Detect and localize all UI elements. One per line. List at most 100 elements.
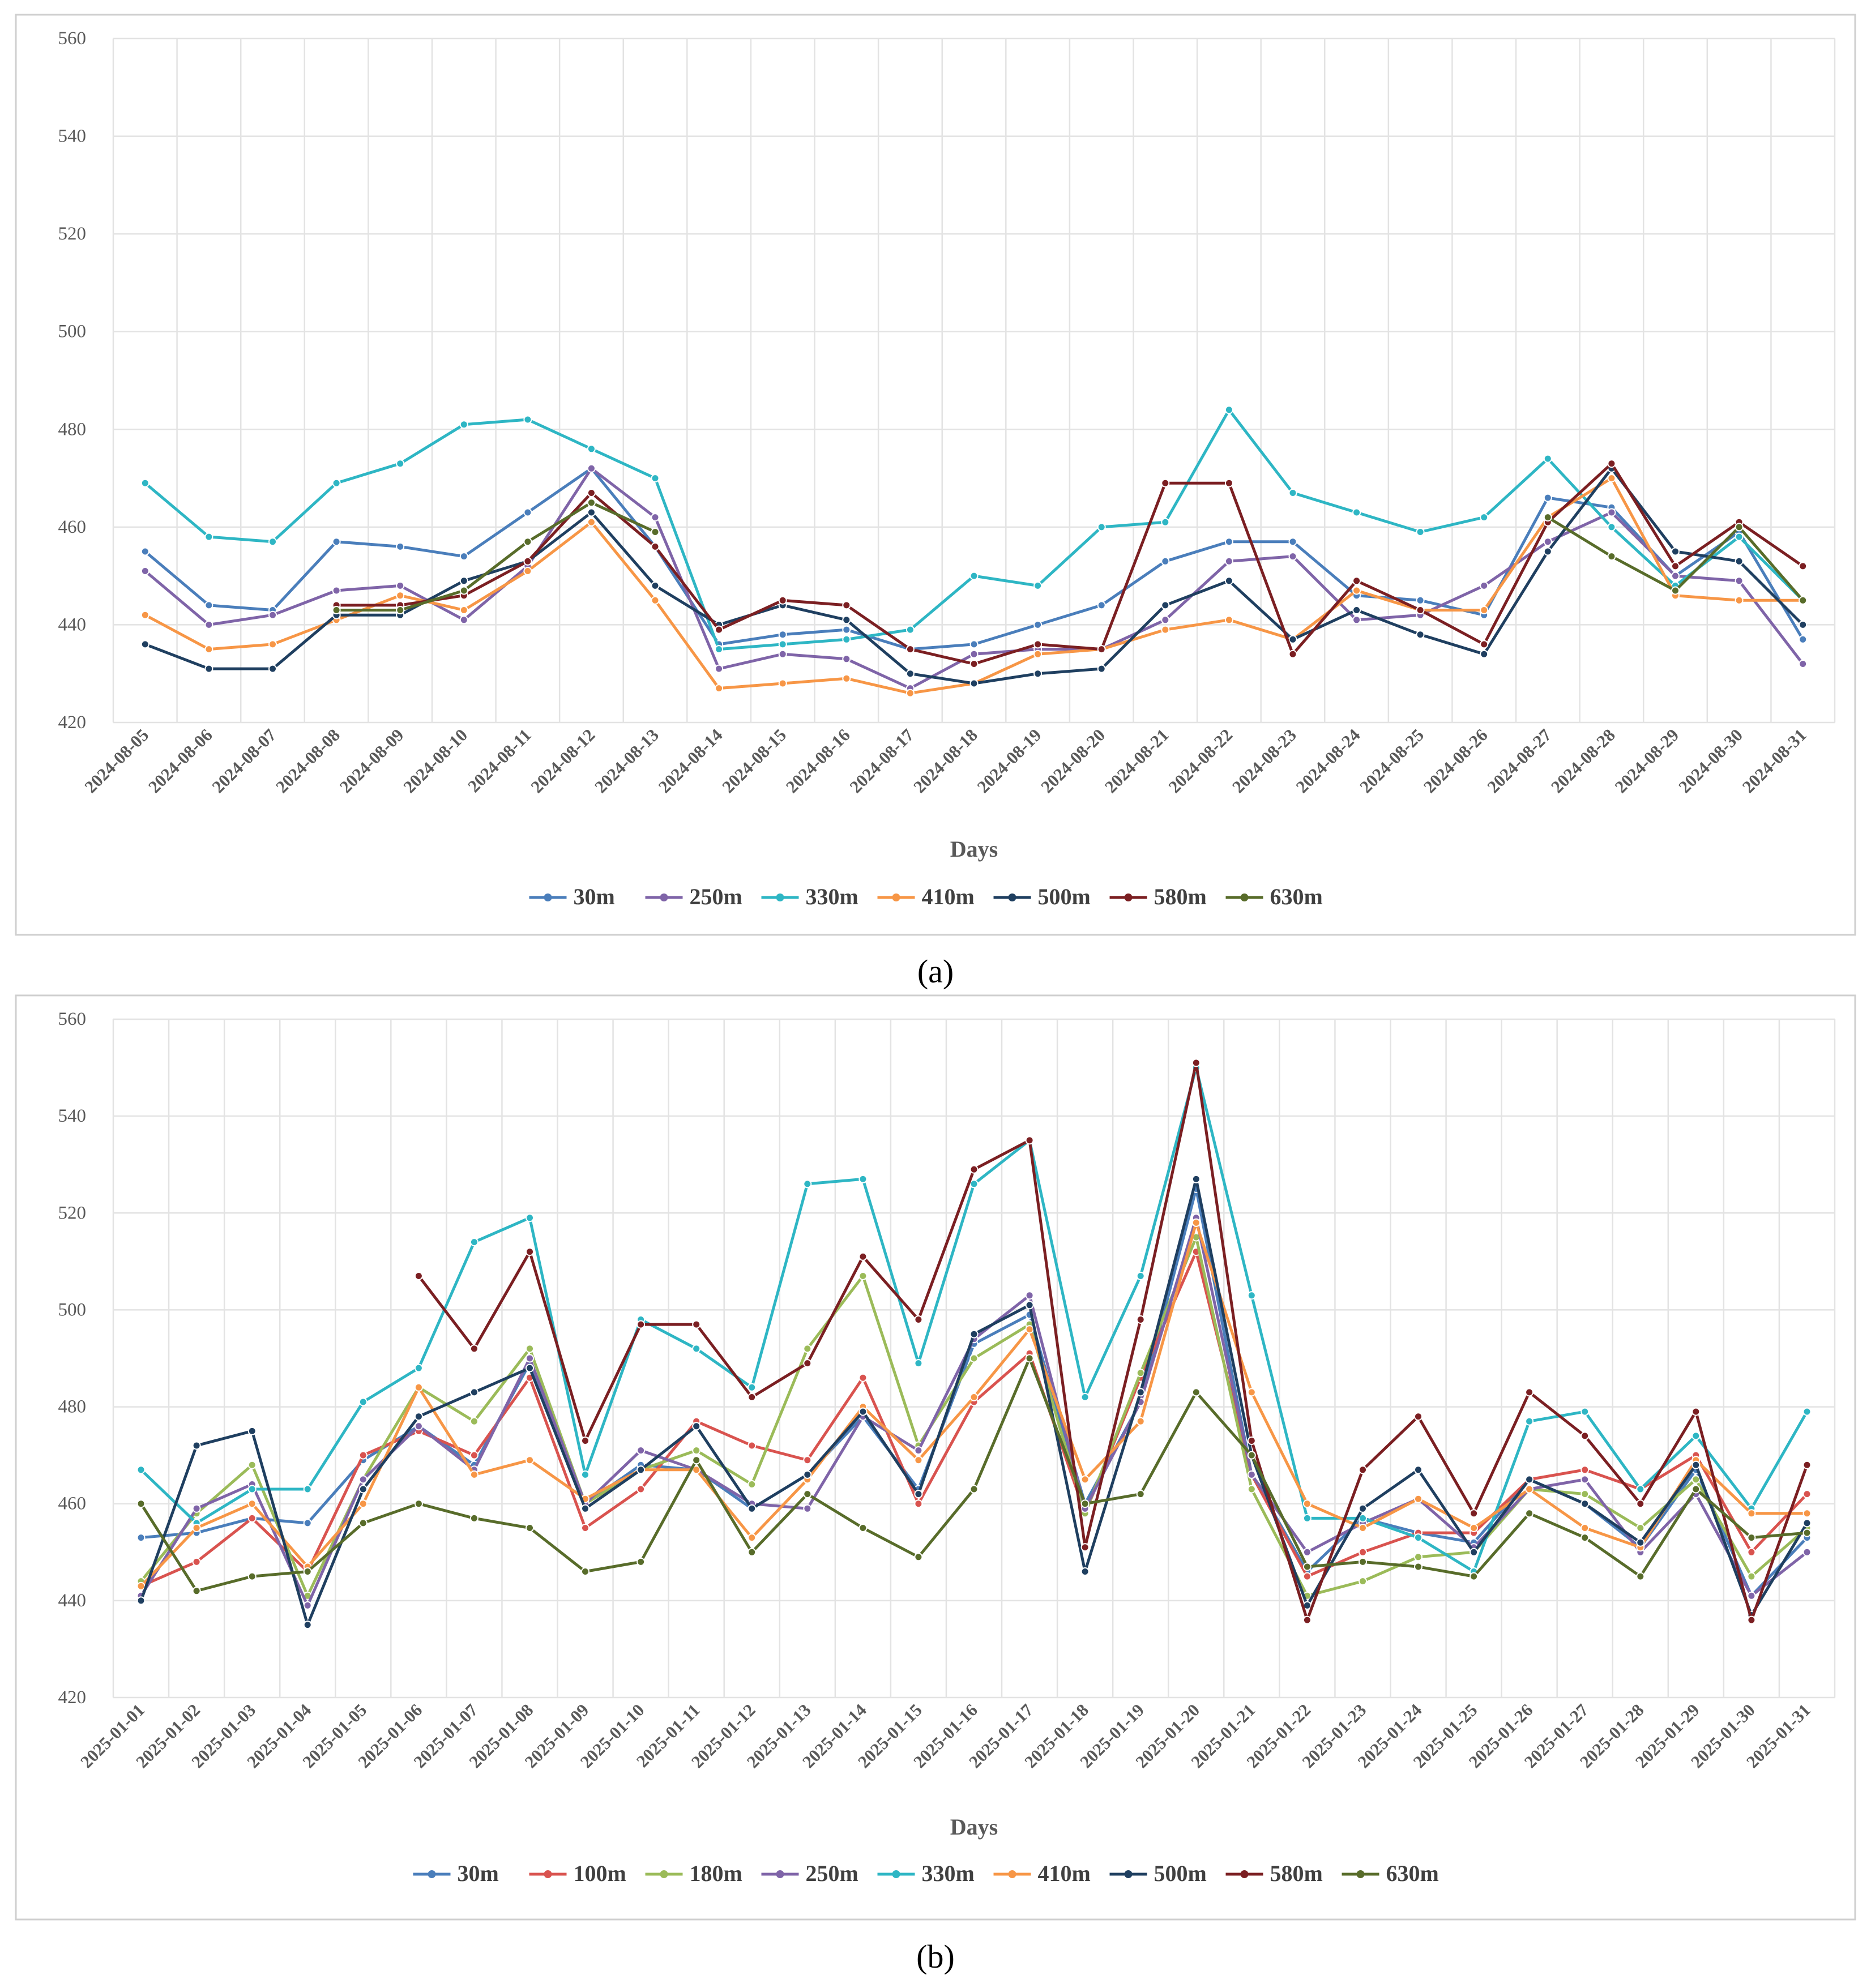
panel-a-legend-item-410m: 410m	[877, 884, 975, 909]
panel-a-point-410m	[204, 645, 213, 654]
panel-a-point-30m	[969, 640, 979, 649]
panel-a-point-250m	[778, 649, 787, 659]
panel-a-legend-item-580m: 580m	[1109, 884, 1207, 909]
panel-b-point-100m	[858, 1373, 868, 1382]
panel-a-point-250m	[1543, 537, 1552, 546]
panel-b-point-580m	[1470, 1509, 1479, 1518]
panel-b-point-630m	[1136, 1490, 1145, 1499]
panel-b-point-630m	[581, 1567, 590, 1576]
panel-b-point-330m	[1691, 1431, 1701, 1440]
panel-b-point-500m	[247, 1426, 257, 1435]
panel-b-point-500m	[414, 1412, 423, 1421]
panel-a-legend-label: 580m	[1154, 884, 1207, 909]
panel-a-point-410m	[396, 591, 405, 600]
panel-a-series-580m	[332, 459, 1808, 668]
panel-a-point-250m	[1161, 615, 1170, 625]
panel-b-point-500m	[1359, 1504, 1367, 1513]
panel-a-legend-label: 30m	[574, 884, 615, 909]
panel-b-point-30m	[303, 1519, 312, 1528]
panel-a-point-630m	[651, 528, 660, 536]
panel-b-point-250m	[1302, 1547, 1312, 1557]
panel-b-point-180m	[747, 1480, 757, 1489]
panel-b-point-500m	[914, 1490, 923, 1499]
panel-b-point-330m	[1525, 1417, 1534, 1426]
panel-b-point-630m	[136, 1499, 146, 1508]
panel-b-legend-marker	[1356, 1870, 1365, 1878]
panel-a-legend-label: 330m	[806, 884, 858, 909]
panel-a-point-500m	[459, 576, 468, 585]
panel-a-point-580m	[1671, 562, 1680, 571]
panel-b-point-180m	[1691, 1475, 1701, 1484]
panel-b-point-580m	[1359, 1465, 1367, 1474]
panel-a-point-580m	[842, 601, 851, 610]
panel-b-series-630m	[136, 1354, 1812, 1596]
panel-a-point-500m	[140, 640, 149, 649]
panel-b-point-410m	[1247, 1388, 1256, 1397]
panel-a-legend-label: 410m	[922, 884, 975, 909]
panel-a-point-500m	[1288, 635, 1297, 644]
panel-a-point-630m	[1543, 513, 1552, 522]
panel-a-point-330m	[268, 537, 277, 546]
panel-b-legend-label: 580m	[1270, 1861, 1323, 1886]
panel-b-point-410m	[914, 1456, 923, 1465]
panel-b-point-330m	[803, 1179, 812, 1188]
panel-a-point-630m	[1607, 552, 1616, 561]
panel-a-point-580m	[715, 625, 724, 634]
panel-a-point-500m	[587, 508, 596, 517]
panel-b-point-630m	[1247, 1451, 1256, 1460]
panel-a-point-30m	[1161, 557, 1170, 566]
panel-b-point-250m	[1025, 1291, 1034, 1300]
panel-b-point-500m	[1636, 1538, 1645, 1547]
panel-b-legend-label: 410m	[1038, 1861, 1091, 1886]
panel-b-legend-item-630m: 630m	[1342, 1861, 1439, 1886]
panel-a-point-330m	[842, 635, 851, 644]
panel-b-y-tick-label: 560	[58, 1009, 87, 1029]
panel-a-point-330m	[204, 532, 213, 541]
panel-b-point-410m	[526, 1456, 534, 1465]
panel-b-point-100m	[1580, 1465, 1590, 1474]
panel-a-legend-item-250m: 250m	[645, 884, 742, 909]
panel-b-point-500m	[803, 1470, 812, 1479]
panel-b-point-180m	[1359, 1577, 1367, 1586]
panel-a-point-250m	[842, 655, 851, 664]
panel-b-point-410m	[1414, 1494, 1423, 1503]
panel-a-point-410m	[715, 684, 724, 693]
panel-b-point-580m	[526, 1247, 534, 1256]
panel-b-legend-label: 250m	[806, 1861, 858, 1886]
panel-a-point-410m	[1352, 586, 1361, 595]
panel-a-point-630m	[1735, 523, 1744, 532]
panel-a-point-500m	[651, 581, 660, 590]
panel-b-point-500m	[526, 1363, 534, 1373]
panel-a-point-250m	[1288, 552, 1297, 561]
panel-a-y-tick-label: 420	[58, 712, 87, 733]
panel-b-legend-label: 30m	[458, 1861, 499, 1886]
panel-b-point-100m	[747, 1441, 757, 1450]
panel-a-legend-label: 250m	[690, 884, 742, 909]
panel-b-legend-item-30m: 30m	[413, 1861, 499, 1886]
panel-b-series-330m	[136, 1063, 1812, 1576]
panel-b-point-630m	[969, 1485, 979, 1494]
panel-a-point-250m	[1480, 581, 1489, 590]
panel-b-legend-label: 180m	[690, 1861, 742, 1886]
panel-b-point-630m	[358, 1519, 368, 1528]
panel-a-point-250m	[1799, 660, 1808, 668]
panel-a-point-500m	[1799, 620, 1808, 629]
panel-a-point-330m	[1224, 405, 1233, 414]
panel-b-point-580m	[1636, 1499, 1645, 1508]
panel-b-point-410m	[1191, 1218, 1201, 1227]
panel-b-point-580m	[1080, 1543, 1090, 1552]
panel-b-point-630m	[1525, 1509, 1534, 1518]
panel-a-point-330m	[1161, 518, 1170, 527]
panel-a-point-250m	[204, 620, 213, 629]
panel-a-point-330m	[778, 640, 787, 649]
panel-b-legend-marker	[1124, 1870, 1133, 1878]
panel-b-point-410m	[1470, 1524, 1479, 1532]
panel-a-point-410m	[778, 679, 787, 688]
panel-b-point-100m	[1802, 1490, 1812, 1499]
panel-a-point-330m	[1607, 523, 1616, 532]
panel-b-point-410m	[1525, 1485, 1534, 1494]
panel-a-point-580m	[1799, 562, 1808, 571]
panel-b-point-180m	[1747, 1572, 1756, 1581]
panel-b-legend-label: 630m	[1386, 1861, 1439, 1886]
panel-b-point-180m	[692, 1446, 701, 1455]
